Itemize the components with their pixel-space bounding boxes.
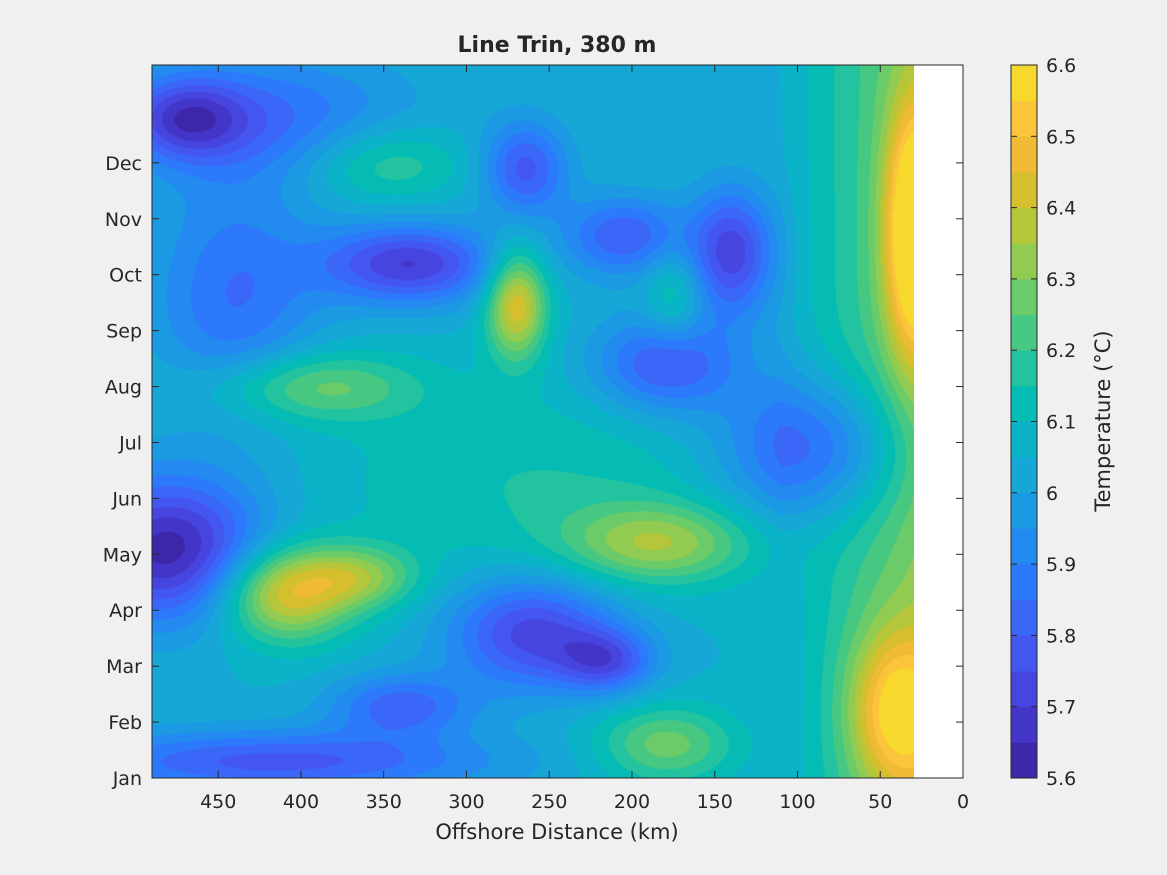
- colorbar-segment: [1011, 706, 1037, 743]
- colorbar-segment: [1011, 635, 1037, 672]
- colorbar-tick-label: 6.3: [1046, 269, 1076, 291]
- colorbar-tick-label: 5.9: [1046, 554, 1076, 576]
- x-tick-label: 50: [868, 791, 892, 813]
- x-tick-label: 300: [448, 791, 484, 813]
- colorbar-segment: [1011, 671, 1037, 708]
- y-tick-label: Aug: [105, 377, 142, 399]
- heatmap-field-container: [152, 65, 914, 778]
- colorbar-segment: [1011, 314, 1037, 351]
- colorbar-segment: [1011, 278, 1037, 316]
- colorbar-segment: [1011, 742, 1037, 779]
- x-tick-label: 150: [697, 791, 733, 813]
- colorbar-segment: [1011, 599, 1037, 636]
- x-tick-label: 450: [200, 791, 236, 813]
- x-axis-label: Offshore Distance (km): [435, 820, 678, 844]
- y-tick-label: Oct: [109, 265, 142, 287]
- colorbar-tick-label: 6.4: [1046, 198, 1076, 220]
- colorbar-tick-label: 5.6: [1046, 768, 1076, 790]
- colorbar-segment: [1011, 492, 1037, 529]
- y-tick-label: Feb: [108, 712, 142, 734]
- y-tick-label: Jul: [118, 432, 142, 454]
- colorbar-tick-label: 6.5: [1046, 126, 1076, 148]
- colorbar-tick-label: 6: [1046, 483, 1058, 505]
- y-tick-label: Nov: [105, 209, 142, 231]
- y-tick-label: Apr: [109, 600, 142, 622]
- colorbar-segment: [1011, 421, 1037, 458]
- x-tick-label: 350: [366, 791, 402, 813]
- colorbar-segment: [1011, 136, 1037, 173]
- colorbar: 5.6 5.7 5.8 5.9 6 6.1 6.2 6.3 6.4 6.5 6.6: [1010, 55, 1076, 790]
- colorbar-label: Temperature (°C): [1091, 330, 1115, 512]
- colorbar-segment: [1011, 564, 1037, 601]
- plot-frame: [151, 64, 964, 779]
- x-tick-label: 0: [957, 791, 969, 813]
- colorbar-segment: [1011, 207, 1037, 244]
- colorbar-segment: [1011, 100, 1037, 137]
- y-tick-label: May: [103, 544, 142, 566]
- x-tick-label: 100: [779, 791, 815, 813]
- colorbar-tick-label: 6.6: [1046, 55, 1076, 77]
- colorbar-segment: [1011, 350, 1037, 387]
- colorbar-segment: [1011, 385, 1037, 422]
- y-axis: Jan Feb Mar Apr May Jun Jul Aug Sep Oct Nov Dec: [103, 153, 963, 790]
- y-tick-label: Mar: [106, 656, 142, 678]
- colorbar-segment: [1011, 171, 1037, 209]
- colorbar-tick-label: 5.8: [1046, 625, 1076, 647]
- colorbar-segment: [1011, 457, 1037, 494]
- colorbar-tick-label: 6.2: [1046, 340, 1076, 362]
- x-tick-label: 250: [531, 791, 567, 813]
- y-tick-label: Sep: [106, 321, 142, 343]
- colorbar-tick-label: 5.7: [1046, 697, 1076, 719]
- x-axis: 450 400 350 300 250 200 150 100 50 0: [200, 65, 969, 813]
- y-tick-label: Dec: [105, 153, 142, 175]
- colorbar-segment: [1011, 65, 1037, 102]
- y-tick-label: Jan: [112, 768, 142, 790]
- chart-title: Line Trin, 380 m: [458, 33, 657, 58]
- colorbar-segment: [1011, 528, 1037, 565]
- y-tick-label: Jun: [111, 488, 142, 510]
- x-tick-label: 200: [614, 791, 650, 813]
- colorbar-tick-label: 6.1: [1046, 412, 1076, 434]
- temperature-heatmap: [152, 65, 914, 778]
- x-tick-label: 400: [283, 791, 319, 813]
- plot-area: [151, 64, 964, 779]
- colorbar-segment: [1011, 243, 1037, 280]
